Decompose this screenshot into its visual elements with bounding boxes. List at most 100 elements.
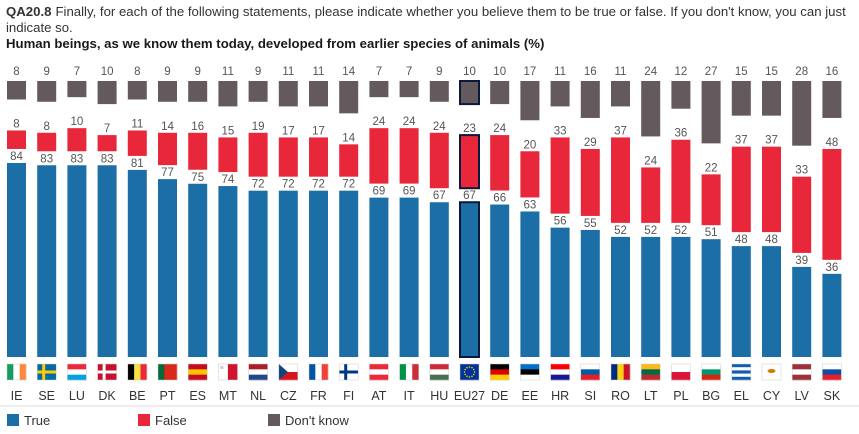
- bar-group-pl: 52 36 12 PL: [671, 66, 691, 403]
- bar-dontknow-bg: [701, 81, 721, 144]
- flag-pt: [157, 363, 178, 381]
- label-false-eu27: 23: [463, 123, 476, 135]
- bar-true-de: [490, 204, 510, 357]
- flag-si: [580, 363, 601, 381]
- bar-group-ro: 52 37 11 RO: [610, 66, 631, 403]
- label-dontknow-lu: 7: [74, 66, 80, 78]
- bar-group-nl: 72 19 9 NL: [248, 66, 268, 403]
- label-true-mt: 74: [222, 174, 235, 186]
- bar-dontknow-el: [731, 81, 751, 116]
- label-false-dk: 7: [104, 123, 110, 135]
- category-label-it: IT: [404, 389, 415, 403]
- label-dontknow-ee: 17: [524, 66, 537, 78]
- bar-dontknow-nl: [248, 81, 268, 102]
- bar-group-sk: 36 48 16 SK: [822, 66, 842, 403]
- label-false-es: 16: [191, 121, 204, 133]
- label-false-ie: 8: [13, 118, 19, 130]
- flag-mt: [218, 363, 238, 381]
- bar-true-mt: [218, 186, 238, 357]
- label-false-lu: 10: [71, 116, 84, 128]
- label-dontknow-si: 16: [584, 66, 597, 78]
- bar-true-it: [399, 197, 419, 357]
- bar-true-lt: [641, 236, 661, 357]
- label-false-lt: 24: [644, 155, 657, 167]
- bar-false-eu27: [459, 134, 480, 190]
- label-dontknow-fr: 11: [313, 66, 325, 78]
- bar-group-be: 81 11 8 BE: [127, 66, 148, 403]
- category-label-ro: RO: [611, 389, 630, 403]
- label-true-ee: 63: [524, 199, 537, 211]
- bar-false-ie: [7, 130, 26, 149]
- bar-dontknow-it: [399, 81, 419, 98]
- label-dontknow-nl: 9: [255, 66, 261, 78]
- flag-se: [36, 363, 57, 381]
- category-label-lt: LT: [644, 389, 658, 403]
- category-label-pl: PL: [673, 389, 688, 403]
- bar-dontknow-sk: [822, 81, 842, 118]
- flag-at: [369, 363, 389, 381]
- label-true-be: 81: [131, 158, 144, 170]
- bar-true-at: [369, 197, 389, 357]
- label-dontknow-it: 7: [406, 66, 412, 78]
- label-dontknow-lt: 24: [644, 66, 657, 78]
- flag-pl: [671, 363, 691, 381]
- label-true-de: 66: [493, 193, 506, 205]
- bar-false-cz: [278, 137, 298, 177]
- bar-true-ee: [520, 211, 540, 357]
- bar-true-hr: [550, 227, 570, 357]
- bar-group-el: 48 37 15 EL: [731, 66, 752, 403]
- bar-group-eu27: 67 23 10 EU27: [454, 66, 485, 403]
- category-label-lu: LU: [69, 389, 85, 403]
- category-label-be: BE: [129, 389, 146, 403]
- bar-group-cy: 48 37 15 CY: [761, 66, 782, 403]
- category-label-de: DE: [491, 389, 508, 403]
- bar-false-cy: [762, 146, 781, 233]
- bar-false-dk: [97, 135, 117, 152]
- bar-group-fi: 72 14 14 FI: [338, 66, 359, 403]
- bar-dontknow-at: [369, 81, 389, 98]
- flag-ie: [6, 363, 27, 381]
- flag-ee: [520, 363, 540, 381]
- bar-group-pt: 77 14 9 PT: [157, 66, 178, 403]
- bar-false-hu: [429, 132, 449, 189]
- label-false-el: 37: [735, 135, 748, 147]
- bar-group-it: 69 24 7 IT: [399, 66, 419, 403]
- legend-item-true: True: [7, 413, 50, 428]
- bar-true-cz: [278, 190, 298, 357]
- bar-true-be: [127, 169, 147, 357]
- legend-label: True: [24, 413, 50, 428]
- flag-lv: [791, 363, 812, 381]
- bar-group-se: 83 8 9 SE: [36, 66, 57, 403]
- bar-false-fi: [339, 144, 359, 177]
- category-label-si: SI: [584, 389, 596, 403]
- label-dontknow-bg: 27: [705, 66, 718, 78]
- bar-group-bg: 51 22 27 BG: [701, 66, 721, 403]
- bar-true-eu27: [459, 201, 480, 358]
- label-true-sk: 36: [826, 262, 839, 274]
- bar-dontknow-pl: [671, 81, 691, 109]
- bar-group-lt: 52 24 24 LT: [640, 66, 661, 403]
- flag-be: [127, 363, 148, 381]
- bar-false-mt: [218, 137, 238, 173]
- label-false-it: 24: [403, 116, 416, 128]
- bar-false-de: [490, 135, 510, 191]
- bar-true-es: [188, 183, 208, 357]
- bar-group-mt: 74 15 11 MT: [218, 66, 238, 403]
- label-true-es: 75: [191, 172, 204, 184]
- bar-false-hr: [550, 137, 570, 214]
- bar-false-pl: [671, 139, 691, 223]
- bar-dontknow-pt: [158, 81, 177, 102]
- label-true-cy: 48: [765, 234, 778, 246]
- bar-group-ee: 63 20 17 EE: [520, 66, 540, 403]
- bar-group-at: 69 24 7 AT: [369, 66, 389, 403]
- bar-true-dk: [97, 165, 117, 357]
- label-dontknow-cz: 11: [282, 66, 294, 78]
- flag-eu27: [459, 363, 480, 381]
- category-label-sk: SK: [824, 389, 841, 403]
- label-false-be: 11: [131, 118, 143, 130]
- bar-group-dk: 83 7 10 DK: [97, 66, 117, 403]
- bar-dontknow-mt: [218, 81, 238, 107]
- bar-true-nl: [248, 190, 268, 357]
- flag-cz: [278, 363, 299, 381]
